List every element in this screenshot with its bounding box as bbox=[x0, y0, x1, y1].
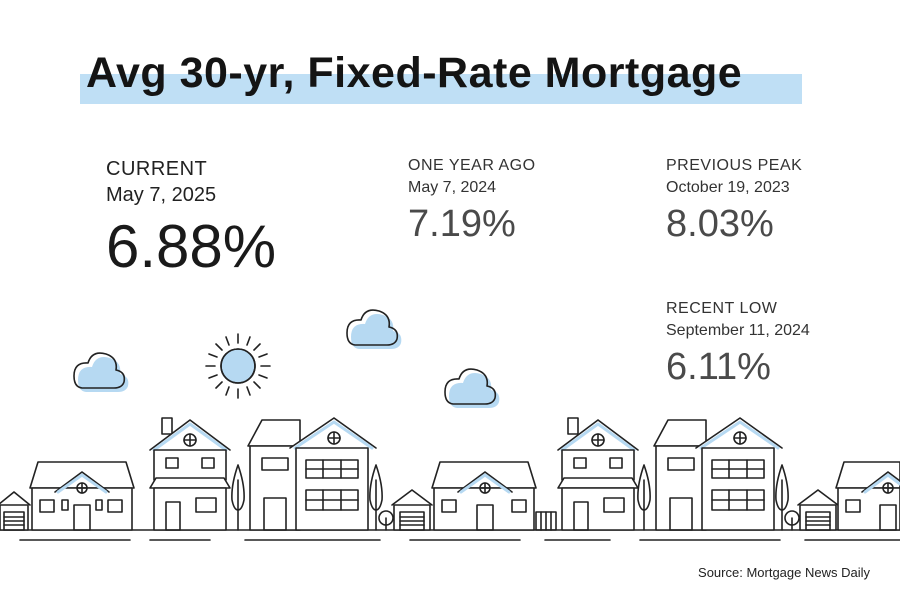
cloud-icon bbox=[444, 368, 500, 408]
stat-current-value: 6.88% bbox=[106, 213, 277, 280]
house-icon bbox=[797, 489, 839, 531]
stat-previous-peak-value: 8.03% bbox=[666, 203, 774, 245]
stat-current-label: CURRENT bbox=[106, 158, 208, 180]
stat-current: CURRENT May 7, 2025 6.88% bbox=[106, 156, 276, 282]
stat-previous-peak-date: October 19, 2023 bbox=[666, 179, 790, 196]
house-icon bbox=[0, 491, 31, 531]
house-icon bbox=[247, 417, 377, 531]
house-icon bbox=[557, 417, 639, 531]
source-note: Source: Mortgage News Daily bbox=[698, 565, 870, 580]
stat-recent-low-date: September 11, 2024 bbox=[666, 322, 810, 339]
house-icon bbox=[149, 417, 231, 531]
stat-recent-low-value: 6.11% bbox=[666, 346, 771, 388]
cloud-icon bbox=[73, 352, 129, 392]
ground-lines bbox=[0, 529, 900, 541]
tree-icon bbox=[231, 464, 245, 531]
house-icon bbox=[29, 461, 135, 531]
title-highlight bbox=[80, 74, 802, 104]
title-block: Avg 30-yr, Fixed-Rate Mortgage bbox=[80, 46, 802, 104]
stat-one-year-ago-label: ONE YEAR AGO bbox=[408, 157, 536, 174]
stat-one-year-ago: ONE YEAR AGO May 7, 2024 7.19% bbox=[408, 155, 536, 247]
stat-one-year-ago-value: 7.19% bbox=[408, 203, 516, 245]
tree-icon bbox=[775, 464, 800, 531]
house-icon bbox=[431, 461, 557, 531]
tree-icon bbox=[637, 464, 651, 531]
house-icon bbox=[653, 417, 783, 531]
cloud-icon bbox=[346, 309, 402, 349]
sun-icon bbox=[205, 333, 271, 399]
stat-current-date: May 7, 2025 bbox=[106, 184, 217, 206]
stat-recent-low-label: RECENT LOW bbox=[666, 300, 778, 317]
house-icon bbox=[391, 489, 433, 531]
stat-previous-peak-label: PREVIOUS PEAK bbox=[666, 157, 803, 174]
tree-icon bbox=[369, 464, 394, 531]
neighborhood-illustration bbox=[0, 309, 900, 541]
house-icon bbox=[835, 461, 900, 531]
stat-recent-low: RECENT LOW September 11, 2024 6.11% bbox=[666, 298, 810, 390]
page-title: Avg 30-yr, Fixed-Rate Mortgage bbox=[86, 49, 743, 97]
stat-previous-peak: PREVIOUS PEAK October 19, 2023 8.03% bbox=[666, 155, 802, 247]
stat-one-year-ago-date: May 7, 2024 bbox=[408, 179, 497, 196]
